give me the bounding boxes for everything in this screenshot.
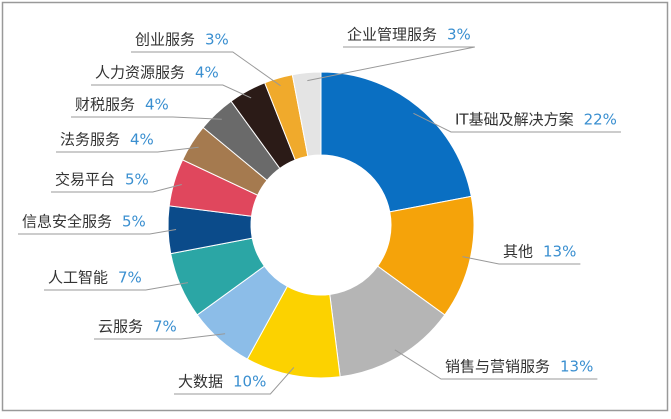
leader-line (56, 146, 199, 153)
value-label: 4% (130, 131, 154, 149)
value-label: 7% (153, 318, 177, 336)
leader-line (394, 349, 598, 380)
leader-line (44, 282, 189, 291)
value-label: 5% (125, 171, 149, 189)
slice-label: 信息安全服务 (22, 213, 112, 231)
slice-label: 销售与营销服务 (445, 358, 550, 376)
leader-line (51, 184, 182, 193)
value-label: 22% (584, 111, 617, 129)
value-label: 13% (560, 358, 593, 376)
leader-line (131, 51, 281, 87)
slice-label: 云服务 (98, 318, 143, 336)
leader-line (462, 256, 581, 265)
slice-label: 人工智能 (48, 269, 108, 287)
donut-slice (320, 71, 472, 213)
leader-line (307, 46, 475, 82)
value-label: 3% (205, 31, 229, 49)
slice-label: 企业管理服务 (347, 26, 437, 44)
slice-label: 人力资源服务 (95, 64, 185, 82)
slice-label: IT基础及解决方案 (455, 111, 574, 129)
slice-label: 创业服务 (135, 31, 195, 49)
leader-line (174, 367, 295, 395)
leader-line (91, 84, 252, 99)
value-label: 10% (233, 373, 266, 391)
leader-line (413, 112, 621, 133)
value-label: 3% (447, 26, 471, 44)
leader-line (71, 116, 222, 120)
value-label: 13% (543, 243, 576, 261)
value-label: 4% (145, 96, 169, 114)
slice-label: 大数据 (178, 373, 223, 391)
leader-line (18, 229, 177, 235)
slice-label: 财税服务 (75, 96, 135, 114)
slice-label: 法务服务 (60, 131, 120, 149)
value-label: 5% (122, 213, 146, 231)
donut-slice (291, 71, 322, 157)
value-label: 4% (195, 64, 219, 82)
slice-label: 交易平台 (55, 171, 115, 189)
value-label: 7% (118, 269, 142, 287)
slice-label: 其他 (503, 243, 533, 261)
leader-line (94, 333, 226, 340)
